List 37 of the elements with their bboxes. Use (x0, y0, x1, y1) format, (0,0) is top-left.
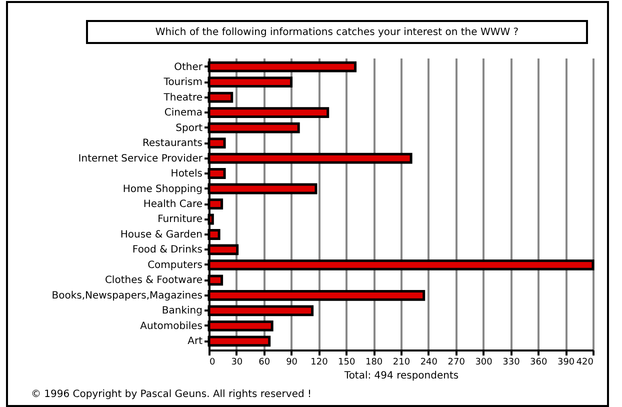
text: © 1996 Copyright by Pascal Geuns. All rights reserved ! (31, 389, 312, 400)
x-tick-label: 30 (231, 358, 243, 368)
y-tick-label: Theatre (162, 92, 202, 104)
y-tick-label: Automobiles (140, 320, 202, 332)
x-tick-label: 300 (475, 358, 493, 368)
x-tick-label: 330 (502, 358, 520, 368)
y-tick-label: Art (188, 336, 203, 348)
y-tick-label: Tourism (162, 77, 202, 88)
x-tick-label: 180 (365, 358, 383, 368)
y-tick-label: Cinema (164, 108, 202, 119)
y-tick-label: Internet Service Provider (78, 153, 204, 164)
x-tick-label: 210 (392, 358, 410, 368)
y-tick-label: Home Shopping (122, 184, 202, 195)
x-tick-label: 0 (210, 358, 216, 368)
y-tick-label: Clothes & Footware (104, 275, 202, 286)
chart-title: Which of the following informations catches your interest on the WWW ? (155, 27, 519, 38)
x-tick-label: 390 (557, 358, 575, 368)
x-tick-label: 150 (338, 358, 356, 368)
y-tick-label: Restaurants (142, 138, 202, 150)
x-tick-label: 90 (286, 358, 298, 368)
x-tick-label: 120 (310, 358, 328, 368)
x-tick-label: 60 (258, 358, 270, 368)
y-tick-label: Books,Newspapers,Magazines (52, 290, 202, 302)
y-tick-label: Other (174, 62, 204, 73)
x-tick-label: 420 (576, 358, 594, 368)
y-tick-label: Food & Drinks (132, 244, 202, 256)
y-tick-label: House & Garden (120, 229, 202, 240)
y-tick-label: Computers (148, 260, 202, 271)
x-tick-label: 360 (530, 358, 548, 368)
y-tick-label: Furniture (158, 214, 202, 226)
y-tick-label: Hotels (170, 168, 202, 180)
x-tick-label: 270 (448, 358, 466, 368)
y-tick-label: Sport (176, 122, 203, 134)
x-axis-title: Total: 494 respondents (343, 370, 459, 382)
y-tick-label: Health Care (143, 199, 202, 210)
x-tick-label: 240 (420, 358, 438, 368)
y-tick-label: Banking (162, 306, 202, 317)
